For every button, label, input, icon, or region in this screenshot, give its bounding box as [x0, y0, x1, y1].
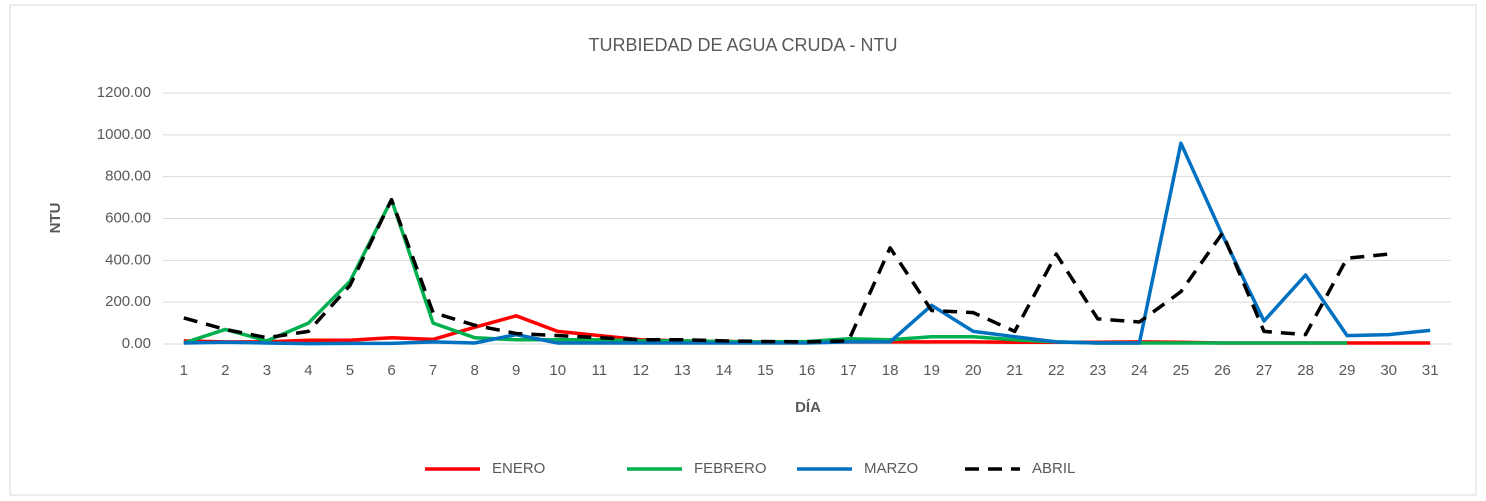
y-tick-label: 400.00: [105, 251, 151, 268]
x-tick-label: 16: [799, 362, 816, 379]
x-tick-label: 15: [757, 362, 774, 379]
y-tick-label: 1000.00: [97, 126, 151, 143]
chart-frame: [9, 4, 1477, 496]
y-tick-label: 0.00: [122, 335, 151, 352]
x-tick-label: 25: [1173, 362, 1190, 379]
y-tick-label: 800.00: [105, 168, 151, 185]
x-tick-label: 14: [716, 362, 733, 379]
x-tick-label: 27: [1256, 362, 1273, 379]
x-tick-label: 9: [512, 362, 520, 379]
x-tick-label: 10: [549, 362, 566, 379]
y-tick-label: 600.00: [105, 209, 151, 226]
legend-label: FEBRERO: [694, 460, 767, 477]
x-tick-label: 11: [591, 362, 607, 379]
x-tick-label: 20: [965, 362, 982, 379]
x-tick-label: 1: [180, 362, 188, 379]
x-tick-label: 26: [1214, 362, 1231, 379]
x-tick-label: 19: [923, 362, 940, 379]
x-tick-label: 29: [1339, 362, 1356, 379]
x-tick-label: 5: [346, 362, 354, 379]
legend-label: ENERO: [492, 460, 545, 477]
x-tick-label: 23: [1089, 362, 1106, 379]
x-tick-label: 12: [632, 362, 649, 379]
x-tick-label: 18: [882, 362, 899, 379]
chart-title: TURBIEDAD DE AGUA CRUDA - NTU: [588, 35, 897, 55]
x-axis-label: DÍA: [795, 399, 821, 416]
x-tick-label: 30: [1380, 362, 1397, 379]
x-tick-label: 6: [387, 362, 395, 379]
x-tick-label: 4: [304, 362, 312, 379]
x-tick-label: 17: [840, 362, 857, 379]
x-tick-label: 21: [1006, 362, 1023, 379]
x-tick-label: 31: [1422, 362, 1439, 379]
x-tick-label: 8: [470, 362, 478, 379]
legend-label: ABRIL: [1032, 460, 1075, 477]
x-tick-label: 22: [1048, 362, 1065, 379]
x-tick-label: 28: [1297, 362, 1314, 379]
x-tick-label: 13: [674, 362, 691, 379]
x-tick-label: 3: [263, 362, 271, 379]
x-tick-label: 7: [429, 362, 437, 379]
y-tick-label: 1200.00: [97, 84, 151, 101]
legend-label: MARZO: [864, 460, 918, 477]
x-tick-label: 2: [221, 362, 229, 379]
y-axis-label: NTU: [47, 203, 64, 234]
y-tick-label: 200.00: [105, 293, 151, 310]
series-line: [183, 197, 1389, 344]
x-tick-label: 24: [1131, 362, 1148, 379]
